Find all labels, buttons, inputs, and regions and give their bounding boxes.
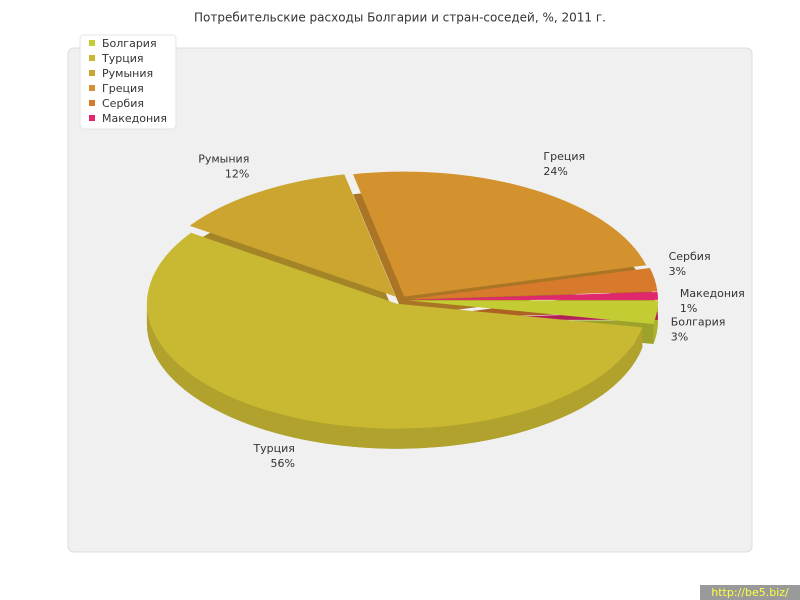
slice <box>353 171 647 297</box>
legend-swatch <box>89 100 95 106</box>
legend-label: Болгария <box>102 37 157 50</box>
watermark-bg <box>700 585 800 600</box>
chart-title: Потребительские расходы Болгарии и стран… <box>194 11 606 25</box>
slice <box>407 300 658 325</box>
slice-label: Турция <box>252 442 294 455</box>
pie: Болгария 3% Турция 56% Румыния 12% Греция 24% Се… <box>146 150 745 470</box>
legend-label: Турция <box>101 52 143 65</box>
legend-swatch <box>89 70 95 76</box>
legend-swatch <box>89 55 95 61</box>
legend-swatch <box>89 40 95 46</box>
slice <box>407 291 658 300</box>
legend-swatch <box>89 115 95 121</box>
slice-value-label: 12% <box>225 168 249 181</box>
slice <box>146 232 643 429</box>
slice-label: Румыния <box>198 153 249 166</box>
slice-label: Болгария <box>671 316 726 329</box>
legend-label: Греция <box>102 82 144 95</box>
slice-value-label: 56% <box>270 457 294 470</box>
watermark: http://be5.biz/ <box>711 586 789 599</box>
slice <box>407 267 658 300</box>
slice-value-label: 3% <box>671 331 688 344</box>
legend-box <box>79 34 177 130</box>
slice-label: Сербия <box>669 250 711 263</box>
legend-swatch <box>89 85 95 91</box>
slice-wall <box>653 300 658 345</box>
legend-label: Македония <box>102 112 167 125</box>
legend-label: Румыния <box>102 67 153 80</box>
slice <box>189 174 396 297</box>
slice-label: Греция <box>543 150 585 163</box>
slice-value-label: 3% <box>669 265 686 278</box>
slice-label: Македония <box>680 287 745 300</box>
slice-wall <box>146 303 643 449</box>
slice-value-label: 1% <box>680 302 697 315</box>
legend-label: Сербия <box>102 97 144 110</box>
legend: Болгария Турция Румыния Греция Сербия Македон… <box>79 34 177 130</box>
slice-value-label: 24% <box>543 165 567 178</box>
